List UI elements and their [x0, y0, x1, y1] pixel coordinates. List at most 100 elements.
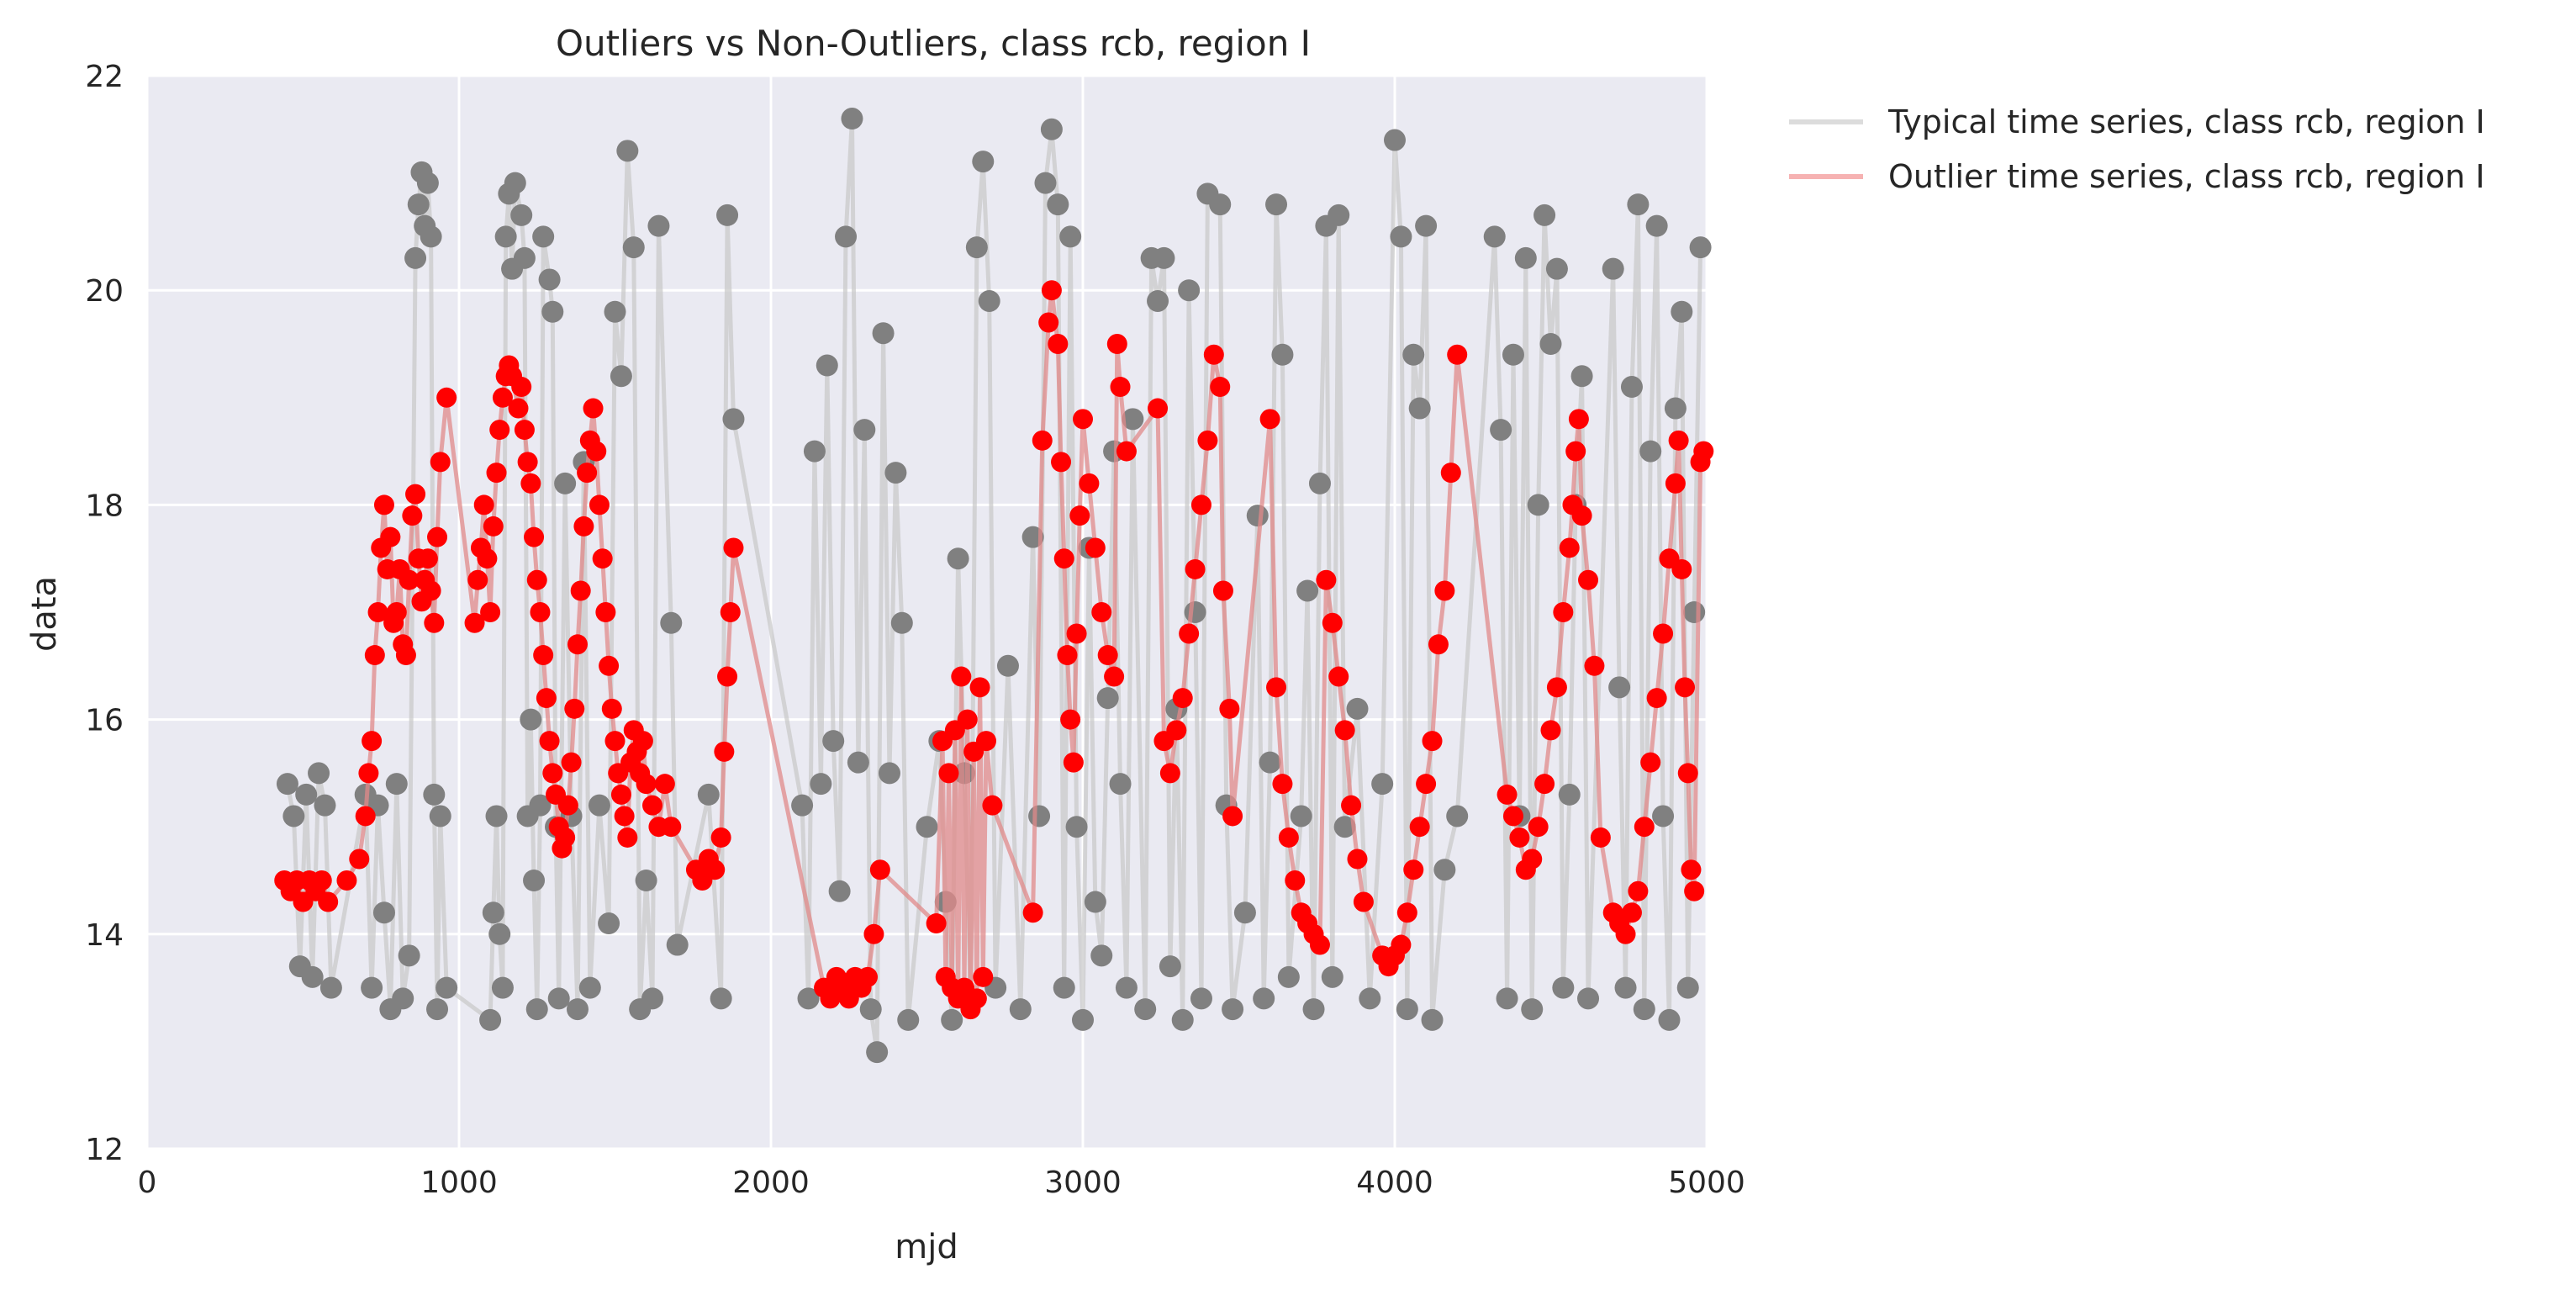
typical-data-point	[301, 965, 324, 988]
typical-data-point	[841, 108, 863, 130]
outlier-data-point	[583, 398, 604, 419]
typical-data-point	[1496, 987, 1518, 1010]
y-axis-label: data	[25, 576, 64, 652]
typical-data-point	[479, 1008, 502, 1031]
typical-data-point	[884, 462, 907, 484]
outlier-data-point	[1434, 580, 1455, 601]
outlier-data-point	[1266, 677, 1287, 698]
typical-data-point	[635, 870, 657, 891]
typical-data-point	[1658, 1008, 1681, 1031]
outlier-data-point	[1053, 548, 1074, 569]
outlier-data-point	[1038, 312, 1059, 333]
typical-data-point	[1664, 397, 1687, 420]
typical-data-point	[697, 783, 720, 806]
typical-data-point	[520, 708, 542, 731]
outlier-data-point	[436, 387, 457, 408]
typical-data-point	[1115, 976, 1138, 999]
typical-data-point	[566, 998, 589, 1021]
typical-data-point	[1620, 376, 1643, 399]
outlier-data-point	[511, 377, 532, 398]
outlier-data-point	[386, 602, 407, 622]
outlier-data-point	[1416, 774, 1437, 795]
typical-data-point	[429, 805, 451, 827]
typical-data-point	[485, 805, 508, 827]
typical-data-point	[1671, 300, 1693, 323]
outlier-data-point	[1159, 763, 1180, 784]
typical-data-point	[916, 816, 938, 838]
outlier-data-point	[355, 806, 376, 827]
outlier-data-point	[536, 688, 557, 709]
outlier-data-point	[420, 580, 441, 601]
outlier-data-point	[951, 666, 972, 687]
outlier-data-point	[589, 494, 610, 515]
outlier-data-point	[1057, 645, 1078, 666]
typical-data-point	[523, 870, 546, 891]
outlier-data-point	[520, 473, 541, 494]
typical-data-point	[510, 204, 533, 226]
typical-data-point	[1233, 901, 1256, 924]
typical-data-point	[1296, 579, 1319, 602]
outlier-data-point	[1665, 473, 1686, 494]
typical-data-point	[1047, 193, 1069, 216]
outlier-data-point	[336, 870, 357, 891]
typical-data-point	[361, 976, 383, 999]
outlier-data-point	[1559, 537, 1580, 558]
typical-data-point	[1246, 505, 1269, 527]
typical-data-point	[1308, 472, 1331, 494]
outlier-data-point	[661, 817, 682, 838]
x-tick-label: 0	[138, 1166, 157, 1200]
typical-data-point	[1483, 225, 1506, 248]
typical-data-point	[513, 246, 536, 269]
outlier-data-point	[1166, 720, 1187, 741]
typical-data-point	[822, 730, 845, 753]
outlier-data-point	[1590, 827, 1611, 848]
typical-data-point	[716, 204, 739, 226]
typical-data-point	[1570, 365, 1593, 388]
outlier-data-point	[586, 441, 607, 462]
outlier-data-point	[642, 795, 663, 816]
outlier-data-point	[1528, 817, 1549, 838]
outlier-data-point	[717, 666, 738, 687]
typical-data-point	[878, 762, 900, 785]
typical-data-point	[532, 225, 555, 248]
typical-data-point	[1558, 783, 1581, 806]
outlier-data-point	[1634, 817, 1655, 838]
typical-data-point	[588, 794, 610, 817]
typical-data-point	[491, 976, 514, 999]
outlier-data-point	[1502, 806, 1523, 827]
typical-data-point	[660, 611, 683, 634]
outlier-data-point	[526, 569, 547, 590]
outlier-data-point	[524, 526, 545, 547]
typical-series-points	[276, 108, 1712, 1064]
outlier-data-point	[508, 398, 529, 419]
outlier-data-point	[477, 548, 498, 569]
outlier-data-point	[1675, 677, 1696, 698]
outlier-data-point	[1509, 827, 1530, 848]
typical-data-point	[1645, 214, 1668, 237]
outlier-data-point	[1578, 569, 1599, 590]
outlier-data-point	[1259, 409, 1280, 430]
outlier-data-point	[610, 784, 631, 805]
x-tick-label: 4000	[1356, 1166, 1433, 1200]
typical-data-point	[1384, 129, 1406, 151]
outlier-data-point	[636, 774, 657, 795]
typical-data-point	[598, 912, 620, 935]
outlier-data-point	[595, 602, 616, 622]
y-tick-label: 12	[85, 1133, 124, 1167]
typical-data-point	[1396, 998, 1418, 1021]
typical-data-point	[319, 976, 342, 999]
typical-data-point	[1159, 955, 1181, 978]
outlier-data-point	[514, 420, 535, 441]
typical-data-point	[641, 987, 664, 1010]
typical-data-point	[1490, 419, 1512, 441]
outlier-data-point	[1677, 763, 1698, 784]
outlier-data-point	[1546, 677, 1567, 698]
typical-data-point	[1321, 965, 1343, 988]
typical-data-point	[1009, 998, 1032, 1021]
outlier-data-point	[1409, 817, 1430, 838]
x-tick-label: 3000	[1044, 1166, 1122, 1200]
typical-data-point	[978, 289, 1000, 312]
grid-lines	[145, 74, 1708, 1150]
outlier-data-point	[402, 505, 423, 526]
outlier-data-point	[1069, 505, 1090, 526]
